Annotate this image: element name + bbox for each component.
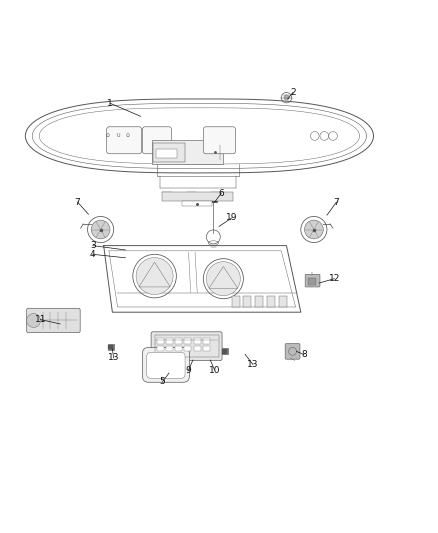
Text: 13: 13: [108, 353, 120, 362]
Text: 7: 7: [74, 198, 81, 207]
Text: 19: 19: [226, 213, 238, 222]
Bar: [166, 338, 173, 344]
Bar: [279, 296, 287, 307]
Text: 6: 6: [218, 189, 224, 198]
Bar: [222, 348, 228, 354]
Text: 9: 9: [186, 366, 191, 375]
Bar: [156, 149, 177, 158]
Bar: [243, 296, 251, 307]
Text: 10: 10: [209, 366, 220, 375]
Circle shape: [91, 220, 110, 239]
FancyBboxPatch shape: [142, 348, 189, 382]
Bar: [194, 338, 201, 344]
FancyBboxPatch shape: [285, 344, 300, 359]
Circle shape: [27, 313, 41, 327]
Bar: [232, 296, 240, 307]
Text: 4: 4: [90, 250, 95, 259]
Bar: [109, 345, 113, 349]
Bar: [153, 143, 185, 162]
Bar: [108, 344, 114, 350]
Text: ⊙: ⊙: [106, 133, 110, 139]
Bar: [254, 296, 262, 307]
Bar: [184, 338, 191, 344]
Text: ⊙: ⊙: [126, 133, 130, 139]
FancyBboxPatch shape: [27, 308, 80, 333]
Circle shape: [304, 220, 323, 239]
Bar: [166, 346, 173, 351]
Bar: [176, 346, 183, 351]
Bar: [308, 278, 316, 285]
Bar: [182, 201, 212, 206]
Text: U: U: [116, 133, 120, 139]
Circle shape: [136, 257, 173, 295]
Bar: [203, 346, 210, 351]
Bar: [194, 346, 201, 351]
Text: 11: 11: [35, 315, 46, 324]
Text: 2: 2: [290, 88, 296, 97]
Text: 8: 8: [301, 350, 307, 359]
Bar: [209, 195, 217, 202]
Bar: [162, 192, 233, 201]
Text: 3: 3: [90, 241, 95, 250]
Text: 1: 1: [107, 99, 113, 108]
Bar: [157, 338, 164, 344]
Circle shape: [206, 262, 240, 296]
Circle shape: [283, 94, 290, 101]
Text: 12: 12: [328, 274, 340, 283]
Text: 5: 5: [159, 377, 165, 386]
FancyBboxPatch shape: [107, 127, 141, 154]
Bar: [176, 338, 183, 344]
Bar: [223, 349, 227, 353]
FancyBboxPatch shape: [147, 352, 185, 378]
FancyBboxPatch shape: [142, 127, 172, 154]
FancyBboxPatch shape: [203, 127, 236, 154]
FancyBboxPatch shape: [305, 274, 320, 287]
Bar: [267, 296, 275, 307]
Bar: [184, 346, 191, 351]
Bar: [157, 346, 164, 351]
FancyBboxPatch shape: [151, 332, 222, 360]
Bar: [152, 140, 223, 164]
Bar: [203, 338, 210, 344]
Text: 7: 7: [334, 198, 339, 207]
Text: 13: 13: [247, 360, 259, 369]
